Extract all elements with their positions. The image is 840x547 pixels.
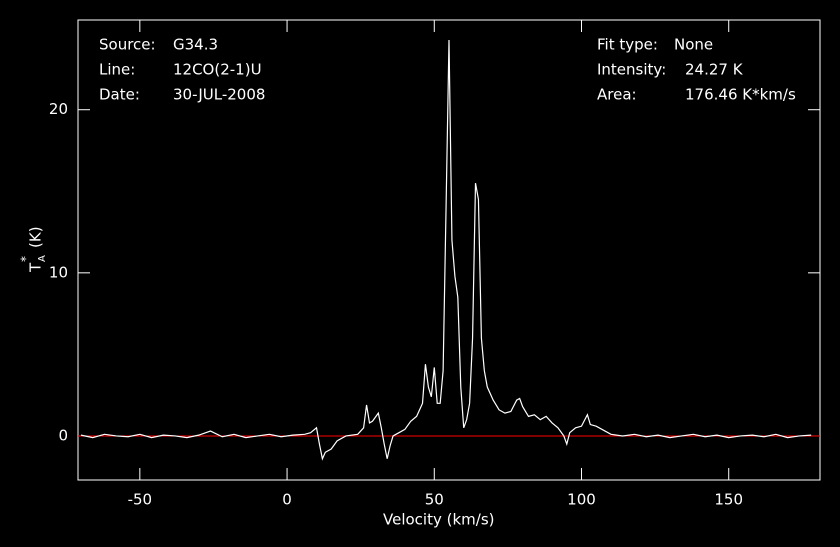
x-tick-label: 50	[425, 491, 444, 509]
x-tick-label: 150	[714, 491, 743, 509]
info-label: Fit type:	[597, 36, 658, 54]
info-label: Source:	[99, 36, 156, 54]
info-value: 12CO(2-1)U	[173, 61, 262, 79]
y-label-sup: *	[19, 256, 33, 262]
spectrum-line	[80, 40, 812, 461]
y-tick-label: 20	[49, 100, 68, 118]
y-label-base: T	[27, 262, 45, 273]
info-label: Date:	[99, 86, 140, 104]
y-tick-label: 10	[49, 263, 68, 281]
info-label: Intensity:	[597, 61, 666, 79]
info-label: Line:	[99, 61, 135, 79]
x-tick-label: 100	[567, 491, 596, 509]
y-label-sub: A	[37, 255, 48, 262]
x-axis-label: Velocity (km/s)	[383, 511, 494, 529]
x-tick-label: 0	[282, 491, 292, 509]
info-label: Area:	[597, 86, 637, 104]
info-value: G34.3	[173, 36, 218, 54]
info-value: 24.27 K	[685, 61, 744, 79]
plot-frame	[77, 19, 821, 481]
y-tick-label: 0	[58, 426, 68, 444]
x-tick-label: -50	[128, 491, 153, 509]
y-axis-label: T A * (K)	[19, 226, 49, 273]
info-value: 176.46 K*km/s	[685, 86, 796, 104]
info-value: None	[674, 36, 713, 54]
y-label-unit: (K)	[27, 226, 45, 248]
info-value: 30-JUL-2008	[173, 86, 265, 104]
